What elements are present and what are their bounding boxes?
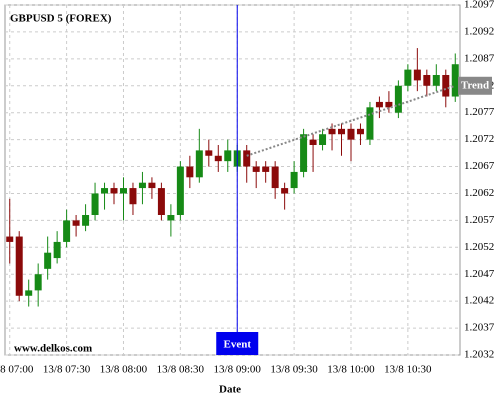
plot-frame — [4, 4, 461, 356]
candle-body — [44, 252, 52, 269]
candle-body — [385, 101, 393, 108]
x-axis-label: Date — [219, 384, 241, 396]
y-tick-label: 1.2067 — [464, 160, 495, 172]
y-tick-label: 1.2032 — [464, 349, 494, 361]
candle-body — [366, 107, 374, 140]
y-tick-label: 1.2072 — [464, 133, 494, 145]
candle-body — [53, 241, 61, 259]
candle-body — [101, 188, 109, 194]
chart-title: GBPUSD 5 (FOREX) — [10, 13, 112, 25]
candle-body — [309, 139, 317, 145]
candle-body — [224, 150, 232, 162]
candle-body — [6, 236, 14, 242]
candle-body — [432, 75, 440, 86]
candle-body — [252, 166, 260, 172]
event-label: Event — [223, 339, 251, 351]
x-tick-label: 13/8 09:00 — [214, 364, 262, 376]
watermark: www.delkos.com — [14, 343, 92, 355]
candle-body — [328, 128, 336, 135]
candle-body — [290, 171, 298, 189]
candle-body — [91, 193, 99, 215]
candle-body — [195, 150, 203, 178]
candle-body — [129, 188, 137, 205]
candle-body — [72, 220, 80, 226]
y-tick-label: 1.2047 — [464, 268, 495, 280]
x-tick-label: 13/8 07:30 — [43, 364, 91, 376]
y-tick-label: 1.2042 — [464, 295, 494, 307]
y-tick-label: 1.2077 — [464, 106, 495, 118]
candle-body — [138, 182, 146, 189]
marks — [6, 5, 459, 355]
candle-body — [119, 188, 127, 194]
candle-body — [110, 188, 118, 194]
candle-body — [442, 75, 450, 97]
trend-label-box — [458, 76, 492, 95]
x-tick-label: 13/8 10:30 — [384, 364, 432, 376]
candle-body — [423, 75, 431, 86]
candle-body — [375, 101, 383, 108]
grid — [5, 4, 460, 356]
trend-line — [246, 84, 456, 157]
candle-body — [167, 215, 175, 221]
candle-body — [300, 134, 308, 172]
candle-body — [262, 166, 270, 172]
candle-body — [451, 64, 459, 97]
y-tick-label: 1.2097 — [464, 0, 495, 11]
y-tick-label: 1.2092 — [464, 25, 494, 37]
candle-body — [157, 188, 165, 215]
x-tick-label: 13/8 08:30 — [157, 364, 205, 376]
candle-body — [356, 128, 364, 135]
y-tick-label: 1.2087 — [464, 52, 495, 64]
y-tick-label: 1.2057 — [464, 214, 495, 226]
candle-body — [413, 69, 421, 81]
candle-body — [148, 182, 156, 189]
candle-body — [214, 155, 222, 162]
candle-body — [347, 128, 355, 140]
candle-body — [404, 69, 412, 86]
candle-body — [205, 150, 213, 156]
candle-body — [243, 150, 251, 167]
candle-body — [15, 236, 23, 296]
y-tick-label: 1.2037 — [464, 322, 495, 334]
candle-body — [271, 166, 279, 189]
candle-body — [63, 220, 71, 242]
y-tick-label: 1.2062 — [464, 187, 494, 199]
candle-body — [319, 134, 327, 145]
x-tick-label: 13/8 08:00 — [100, 364, 148, 376]
candle-body — [82, 215, 90, 226]
x-tick-label: 13/8 07:00 — [0, 364, 34, 376]
candle-body — [394, 85, 402, 113]
event-label-box — [216, 332, 259, 355]
candle-body — [25, 290, 33, 296]
candle-body — [176, 166, 184, 215]
candle-body — [34, 274, 42, 291]
x-tick-label: 13/8 09:30 — [270, 364, 318, 376]
candle-body — [338, 128, 346, 135]
candle-body — [281, 188, 289, 194]
y-tick-label: 1.2052 — [464, 241, 494, 253]
x-tick-label: 13/8 10:00 — [327, 364, 375, 376]
trend-label: Trend — [461, 79, 489, 91]
candle-body — [186, 166, 194, 178]
